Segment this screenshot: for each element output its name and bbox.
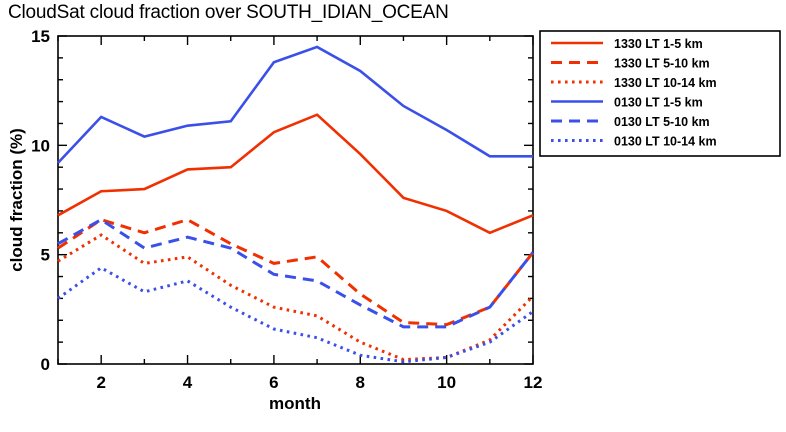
series-line-3 xyxy=(57,45,533,164)
y-tick-label: 0 xyxy=(41,355,50,374)
legend-label-1: 1330 LT 5-10 km xyxy=(614,57,710,71)
legend: 1330 LT 1-5 km 1330 LT 5-10 km 1330 LT 10-… xyxy=(539,30,781,157)
y-axis-label: cloud fraction (%) xyxy=(7,128,26,272)
legend-box xyxy=(539,30,781,157)
legend-label-3: 0130 LT 1-5 km xyxy=(614,96,703,110)
y-tick-label: 15 xyxy=(31,27,50,46)
x-tick-label: 8 xyxy=(356,373,365,392)
y-tick-label: 10 xyxy=(31,136,50,155)
data-series-group xyxy=(57,45,535,364)
legend-label-5: 0130 LT 10-14 km xyxy=(614,135,717,149)
x-tick-label: 10 xyxy=(437,373,456,392)
legend-label-4: 0130 LT 5-10 km xyxy=(614,115,710,129)
series-line-2 xyxy=(57,233,535,362)
x-axis-label: month xyxy=(269,394,321,413)
x-tick-label: 6 xyxy=(269,373,278,392)
legend-label-0: 1330 LT 1-5 km xyxy=(614,37,703,51)
axis-ticks xyxy=(57,35,534,365)
series-line-1 xyxy=(57,218,535,327)
x-tick-label: 12 xyxy=(524,373,543,392)
plot-frame xyxy=(57,35,534,365)
series-line-4 xyxy=(57,217,535,329)
x-tick-label: 2 xyxy=(96,373,105,392)
legend-label-2: 1330 LT 10-14 km xyxy=(614,76,717,90)
x-tick-label: 4 xyxy=(183,373,193,392)
series-line-5 xyxy=(57,266,534,364)
y-tick-label: 5 xyxy=(41,246,50,265)
page-title: CloudSat cloud fraction over SOUTH_IDIAN… xyxy=(8,2,449,23)
axis-tick-labels: 2 4 6 8 10 12 0 5 10 15 xyxy=(31,27,542,392)
series-line-0 xyxy=(57,113,534,235)
